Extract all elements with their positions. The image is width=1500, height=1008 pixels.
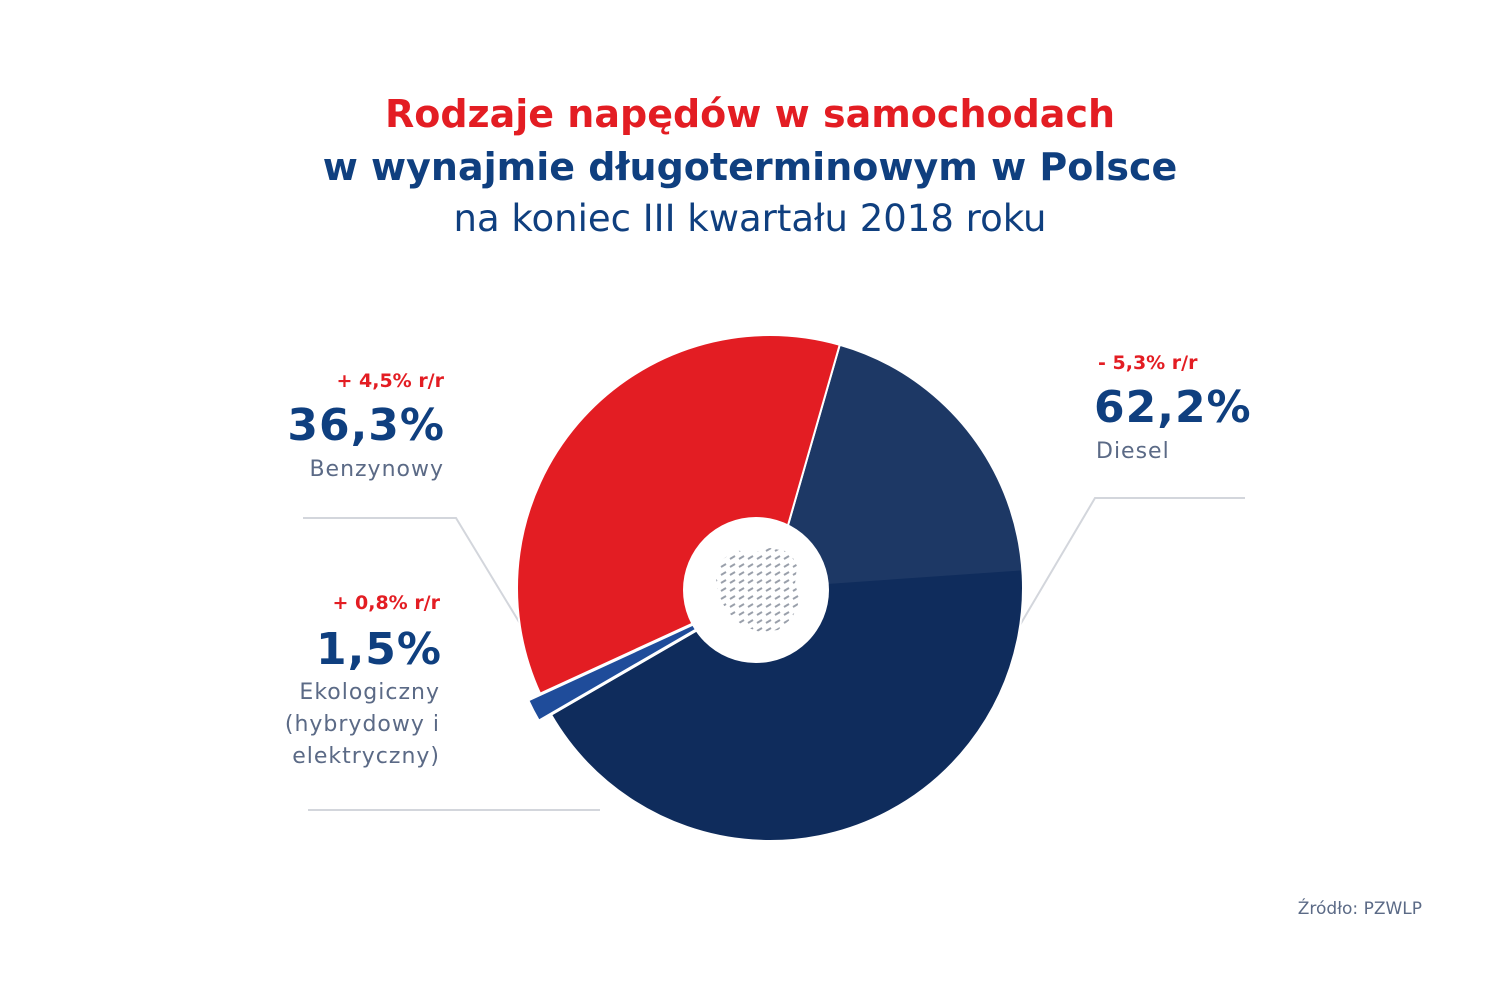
- pie-slice-benzynowy: [516, 334, 841, 695]
- eko-percent: 1,5%: [315, 624, 442, 675]
- benzyna-label: Benzynowy: [309, 457, 444, 482]
- eko-change: + 0,8% r/r: [332, 592, 440, 614]
- benzyna-change: + 4,5% r/r: [336, 370, 444, 392]
- chart-title-line2: w wynajmie długoterminowym w Polsce: [322, 145, 1178, 189]
- center-hole: [683, 517, 829, 663]
- leader-line-benzyna: [303, 517, 531, 641]
- eko-label-line2: (hybrydowy i: [284, 712, 440, 737]
- chart-title-line1: Rodzaje napędów w samochodach: [384, 92, 1116, 136]
- chart-subtitle: na koniec III kwartału 2018 roku: [453, 197, 1047, 240]
- leader-lines: [303, 497, 1245, 811]
- leader-line-diesel: [1019, 497, 1245, 626]
- diesel-label: Diesel: [1096, 439, 1170, 464]
- benzyna-percent: 36,3%: [287, 400, 445, 451]
- diesel-percent: 62,2%: [1094, 382, 1252, 433]
- diesel-change: - 5,3% r/r: [1098, 352, 1198, 374]
- source-note: Źródło: PZWLP: [1297, 899, 1422, 919]
- eko-label-line3: elektryczny): [292, 744, 440, 769]
- diesel-highlight: [770, 344, 1023, 588]
- eko-label-line1: Ekologiczny: [299, 680, 440, 705]
